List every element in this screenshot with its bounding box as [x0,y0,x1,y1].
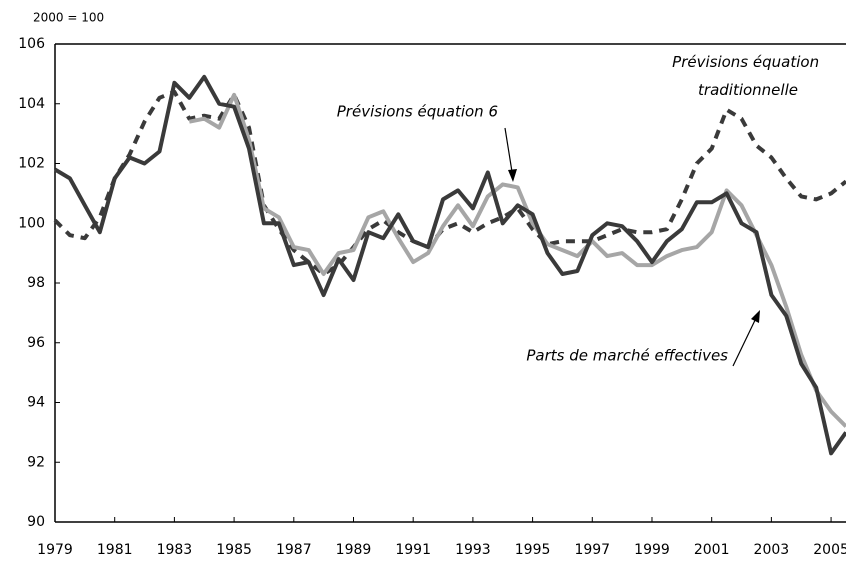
series-label: Parts de marché effectives [526,347,728,365]
x-tick-label: 1985 [216,542,252,558]
y-tick-label: 96 [27,335,45,351]
series-line [53,89,846,276]
y-tick-label: 100 [18,215,45,231]
x-tick-label: 2005 [813,542,846,558]
y-tick-label: 102 [18,156,45,172]
x-tick-label: 1997 [574,542,610,558]
chart-subtitle: 2000 = 100 [33,11,104,25]
y-tick-label: 104 [18,96,45,112]
y-tick-label: 94 [27,395,45,411]
series-label: Prévisions équation traditionnelle [672,53,824,99]
y-tick-label: 106 [18,36,45,52]
x-tick-label: 1983 [157,542,193,558]
series-line [188,92,846,428]
series-label: Prévisions équation 6 [337,103,498,121]
x-tick-label: 1981 [97,542,133,558]
x-tick-label: 1995 [515,542,551,558]
x-tick-label: 1999 [634,542,670,558]
x-tick-label: 1987 [276,542,312,558]
arrowhead [508,169,517,182]
x-tick-label: 2001 [694,542,730,558]
x-tick-label: 1991 [395,542,431,558]
x-tick-label: 1993 [455,542,491,558]
x-tick-label: 1979 [37,542,73,558]
series-line [53,74,846,456]
y-tick-label: 90 [27,514,45,530]
x-tick-label: 1989 [336,542,372,558]
x-tick-label: 2003 [754,542,790,558]
arrowhead [751,310,760,323]
arrow [732,313,759,367]
y-tick-label: 98 [27,275,45,291]
y-tick-label: 92 [27,454,45,470]
